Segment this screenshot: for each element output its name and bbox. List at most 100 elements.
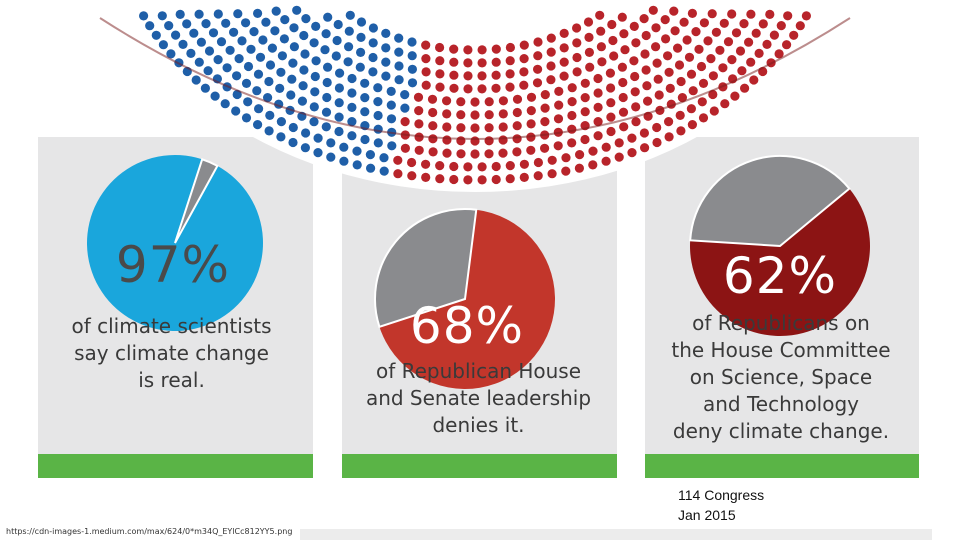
seat-dot-republican — [477, 71, 487, 81]
seat-dot-democrat — [347, 88, 357, 98]
seat-dot-republican — [762, 39, 772, 50]
seat-dot-republican — [572, 38, 582, 48]
seat-dot-democrat — [334, 126, 344, 137]
seat-dot-democrat — [365, 150, 375, 160]
seat-dot-democrat — [332, 35, 342, 46]
seat-dot-democrat — [373, 138, 383, 148]
seat-dot-democrat — [407, 78, 418, 88]
seat-dot-republican — [498, 148, 508, 158]
seat-dot-democrat — [286, 90, 296, 100]
seat-dot-republican — [580, 134, 590, 145]
seat-dot-republican — [740, 83, 750, 93]
seat-dot-democrat — [368, 67, 378, 77]
seat-dot-republican — [731, 28, 742, 38]
seat-dot-republican — [718, 63, 728, 73]
seat-dot-republican — [715, 45, 725, 55]
seat-dot-republican — [526, 92, 537, 102]
seat-dot-republican — [546, 47, 556, 57]
seat-dot-republican — [593, 73, 603, 84]
seat-dot-republican — [595, 10, 605, 20]
seat-dot-republican — [641, 30, 651, 41]
seat-dot-democrat — [253, 8, 263, 18]
seat-dot-democrat — [194, 57, 204, 67]
seat-dot-republican — [484, 97, 494, 107]
seat-dot-republican — [614, 152, 624, 162]
seat-dot-republican — [414, 106, 424, 116]
seat-dot-democrat — [339, 156, 349, 166]
seat-dot-democrat — [288, 122, 298, 133]
seat-dot-democrat — [225, 45, 235, 55]
seat-dot-republican — [583, 17, 594, 27]
seat-dot-republican — [567, 83, 577, 93]
seat-dot-republican — [620, 45, 630, 55]
seat-dot-democrat — [233, 9, 243, 19]
seat-dot-democrat — [334, 112, 344, 122]
seat-dot-republican — [686, 104, 697, 114]
seat-dot-republican — [449, 174, 459, 185]
seat-dot-republican — [607, 19, 617, 30]
seat-dot-republican — [677, 93, 688, 103]
caption-line: the House Committee — [671, 338, 891, 362]
seat-dot-republican — [687, 120, 698, 130]
seat-dot-democrat — [321, 122, 331, 132]
seat-dot-republican — [449, 161, 459, 172]
seat-dot-democrat — [333, 19, 343, 30]
pie-slice-main — [690, 188, 870, 336]
seat-dot-republican — [727, 9, 737, 19]
seat-dot-republican — [688, 86, 698, 96]
seat-dot-republican — [470, 97, 480, 107]
seat-dot-republican — [574, 163, 585, 173]
seat-dot-democrat — [344, 42, 354, 52]
seat-dot-republican — [601, 156, 611, 166]
seat-dot-republican — [744, 37, 754, 47]
seat-dot-republican — [505, 82, 515, 92]
seat-dot-democrat — [347, 131, 357, 141]
seat-dot-democrat — [298, 81, 308, 91]
seat-dot-democrat — [368, 52, 378, 63]
seat-dot-democrat — [356, 47, 366, 58]
seat-dot-republican — [737, 66, 747, 76]
seat-dot-democrat — [373, 97, 383, 107]
seat-dot-republican — [519, 40, 529, 50]
pie-slice-remainder — [374, 208, 478, 329]
seat-dot-republican — [546, 61, 556, 71]
seat-dot-republican — [630, 87, 640, 97]
seat-dot-democrat — [220, 99, 230, 109]
seat-dot-democrat — [277, 51, 287, 61]
seat-dot-republican — [608, 35, 618, 46]
seat-dot-republican — [614, 138, 624, 148]
seat-dot-democrat — [139, 11, 149, 21]
seat-dot-democrat — [261, 17, 271, 27]
seat-dot-republican — [491, 161, 501, 172]
seat-dot-democrat — [379, 153, 389, 163]
seat-dot-republican — [703, 36, 713, 46]
seat-dot-democrat — [255, 52, 266, 62]
caption-line: say climate change — [74, 341, 269, 365]
seat-dot-republican — [720, 99, 730, 109]
seat-dot-republican — [533, 157, 544, 168]
seat-dot-democrat — [334, 98, 344, 108]
panel-republican-leadership: 68% of Republican House and Senate leade… — [342, 137, 617, 478]
seat-dot-democrat — [368, 38, 378, 48]
seat-dot-republican — [723, 37, 734, 47]
seat-dot-republican — [561, 153, 571, 163]
seat-dot-democrat — [203, 66, 213, 76]
seat-dot-republican — [783, 11, 793, 21]
seat-dot-republican — [774, 49, 784, 59]
seat-dot-democrat — [241, 113, 252, 123]
caption-line: of climate scientists — [71, 314, 272, 338]
seat-dots — [99, 0, 851, 192]
congress-seat-diagram — [99, 0, 851, 192]
seat-dot-republican — [449, 44, 459, 54]
seat-dot-republican — [456, 110, 466, 120]
seat-dot-republican — [653, 74, 663, 84]
seat-dot-democrat — [313, 148, 323, 158]
seat-dot-democrat — [356, 17, 367, 27]
seat-dot-republican — [484, 110, 494, 120]
seat-dot-republican — [421, 159, 431, 169]
seat-dot-republican — [593, 102, 603, 112]
seat-dot-republican — [553, 114, 564, 124]
seat-dot-republican — [765, 9, 775, 19]
caption-line: and Senate leadership — [365, 386, 592, 410]
seat-dot-democrat — [343, 57, 353, 67]
